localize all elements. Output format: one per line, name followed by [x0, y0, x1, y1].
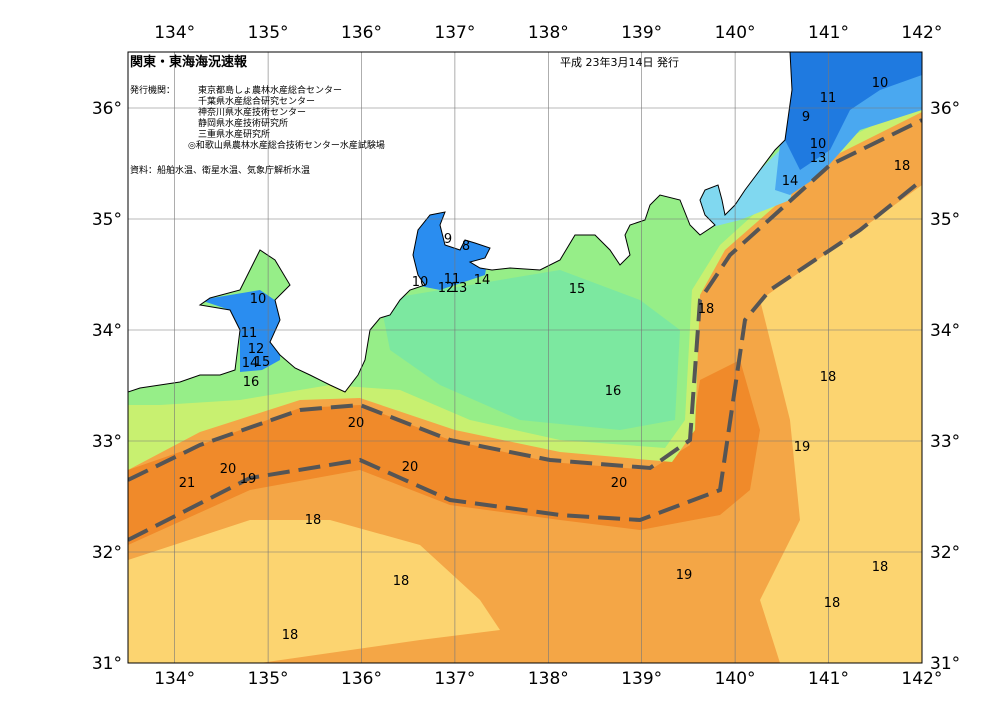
- lon-label: 137°: [434, 23, 475, 43]
- lat-label: 31°: [930, 654, 960, 674]
- contour-label: 15: [569, 282, 586, 297]
- contour-label: 14: [242, 356, 259, 371]
- issuer: ◎和歌山県農林水産総合技術センター水産試験場: [188, 139, 385, 151]
- title: 関東・東海海況速報: [130, 54, 248, 70]
- lat-label: 35°: [92, 210, 122, 230]
- contour-label: 15: [254, 355, 271, 370]
- lon-label: 134°: [154, 23, 195, 43]
- contour-label: 20: [348, 416, 365, 431]
- issue-date: 平成 23年3月14日 発行: [560, 55, 679, 69]
- data-source: 資料：船舶水温、衛星水温、気象庁解析水温: [130, 164, 310, 176]
- contour-label: 9: [802, 110, 810, 125]
- sea-cool: [760, 185, 922, 663]
- contour-label: 10: [412, 275, 429, 290]
- contour-label: 10: [872, 76, 889, 91]
- sea-blue: [200, 290, 282, 372]
- lon-label: 135°: [248, 669, 289, 689]
- sea-cool: [128, 520, 500, 663]
- map-body: [128, 52, 922, 663]
- contour-label: 18: [282, 628, 299, 643]
- lon-label: 139°: [621, 23, 662, 43]
- contour-label: 14: [474, 273, 491, 288]
- contour-label: 16: [243, 375, 260, 390]
- lon-label: 141°: [808, 23, 849, 43]
- lon-label: 136°: [341, 669, 382, 689]
- contour-label: 19: [240, 472, 257, 487]
- lat-label: 34°: [92, 321, 122, 341]
- lat-label: 36°: [930, 99, 960, 119]
- contour-label: 18: [393, 574, 410, 589]
- contour-label: 20: [220, 462, 237, 477]
- contour-label: 10: [250, 292, 267, 307]
- contour-label: 18: [820, 370, 837, 385]
- contour-label: 18: [305, 513, 322, 528]
- contour-label: 20: [402, 460, 419, 475]
- lon-label: 135°: [248, 23, 289, 43]
- lon-label: 139°: [621, 669, 662, 689]
- lat-label: 32°: [92, 543, 122, 563]
- kuroshio-axis: [128, 118, 922, 482]
- contour-label: 18: [872, 560, 889, 575]
- lon-label: 138°: [528, 669, 569, 689]
- contour-label: 21: [179, 476, 196, 491]
- sea-blue: [785, 52, 922, 170]
- lon-label: 134°: [154, 669, 195, 689]
- lon-label: 140°: [715, 23, 756, 43]
- lat-label: 36°: [92, 99, 122, 119]
- lat-label: 32°: [930, 543, 960, 563]
- contour-label: 8: [462, 239, 470, 254]
- contour-label: 10: [810, 137, 827, 152]
- contour-label: 18: [698, 302, 715, 317]
- contour-label: 12: [248, 342, 265, 357]
- lat-label: 35°: [930, 210, 960, 230]
- contour-label: 12: [438, 281, 455, 296]
- contour-label: 11: [241, 326, 258, 341]
- lon-label: 136°: [341, 23, 382, 43]
- lon-label: 137°: [434, 669, 475, 689]
- map-frame: [127, 51, 923, 664]
- contour-label: 14: [782, 174, 799, 189]
- lon-label: 141°: [808, 669, 849, 689]
- lat-label: 33°: [930, 432, 960, 452]
- lon-label: 140°: [715, 669, 756, 689]
- contour-label: 9: [444, 232, 452, 247]
- lat-label: 34°: [930, 321, 960, 341]
- issuer: 神奈川県水産技術センター: [198, 106, 306, 118]
- contour-label: 11: [820, 91, 837, 106]
- contour-label: 11: [444, 272, 461, 287]
- contour-label: 13: [451, 281, 468, 296]
- kuroshio-axis: [128, 178, 922, 542]
- issuer: 東京都島しょ農林水産総合センター: [198, 84, 342, 96]
- issuer: 静岡県水産技術研究所: [198, 117, 288, 129]
- lat-label: 31°: [92, 654, 122, 674]
- contour-label: 18: [824, 596, 841, 611]
- land: [128, 52, 793, 393]
- issuer: 千葉県水産総合研究センター: [198, 95, 315, 107]
- kuroshio-warm: [128, 360, 760, 545]
- contour-label: 19: [676, 568, 693, 583]
- graticule: [128, 52, 922, 663]
- contour-label: 20: [611, 476, 628, 491]
- lat-label: 33°: [92, 432, 122, 452]
- contour-label: 18: [894, 159, 911, 174]
- contour-label: 13: [810, 151, 827, 166]
- lon-label: 142°: [901, 23, 942, 43]
- issuer-label: 発行機関：: [130, 84, 175, 96]
- issuer: 三重県水産研究所: [198, 128, 270, 140]
- contour-label: 16: [605, 384, 622, 399]
- lon-label: 142°: [901, 669, 942, 689]
- contour-label: 19: [794, 440, 811, 455]
- lon-label: 138°: [528, 23, 569, 43]
